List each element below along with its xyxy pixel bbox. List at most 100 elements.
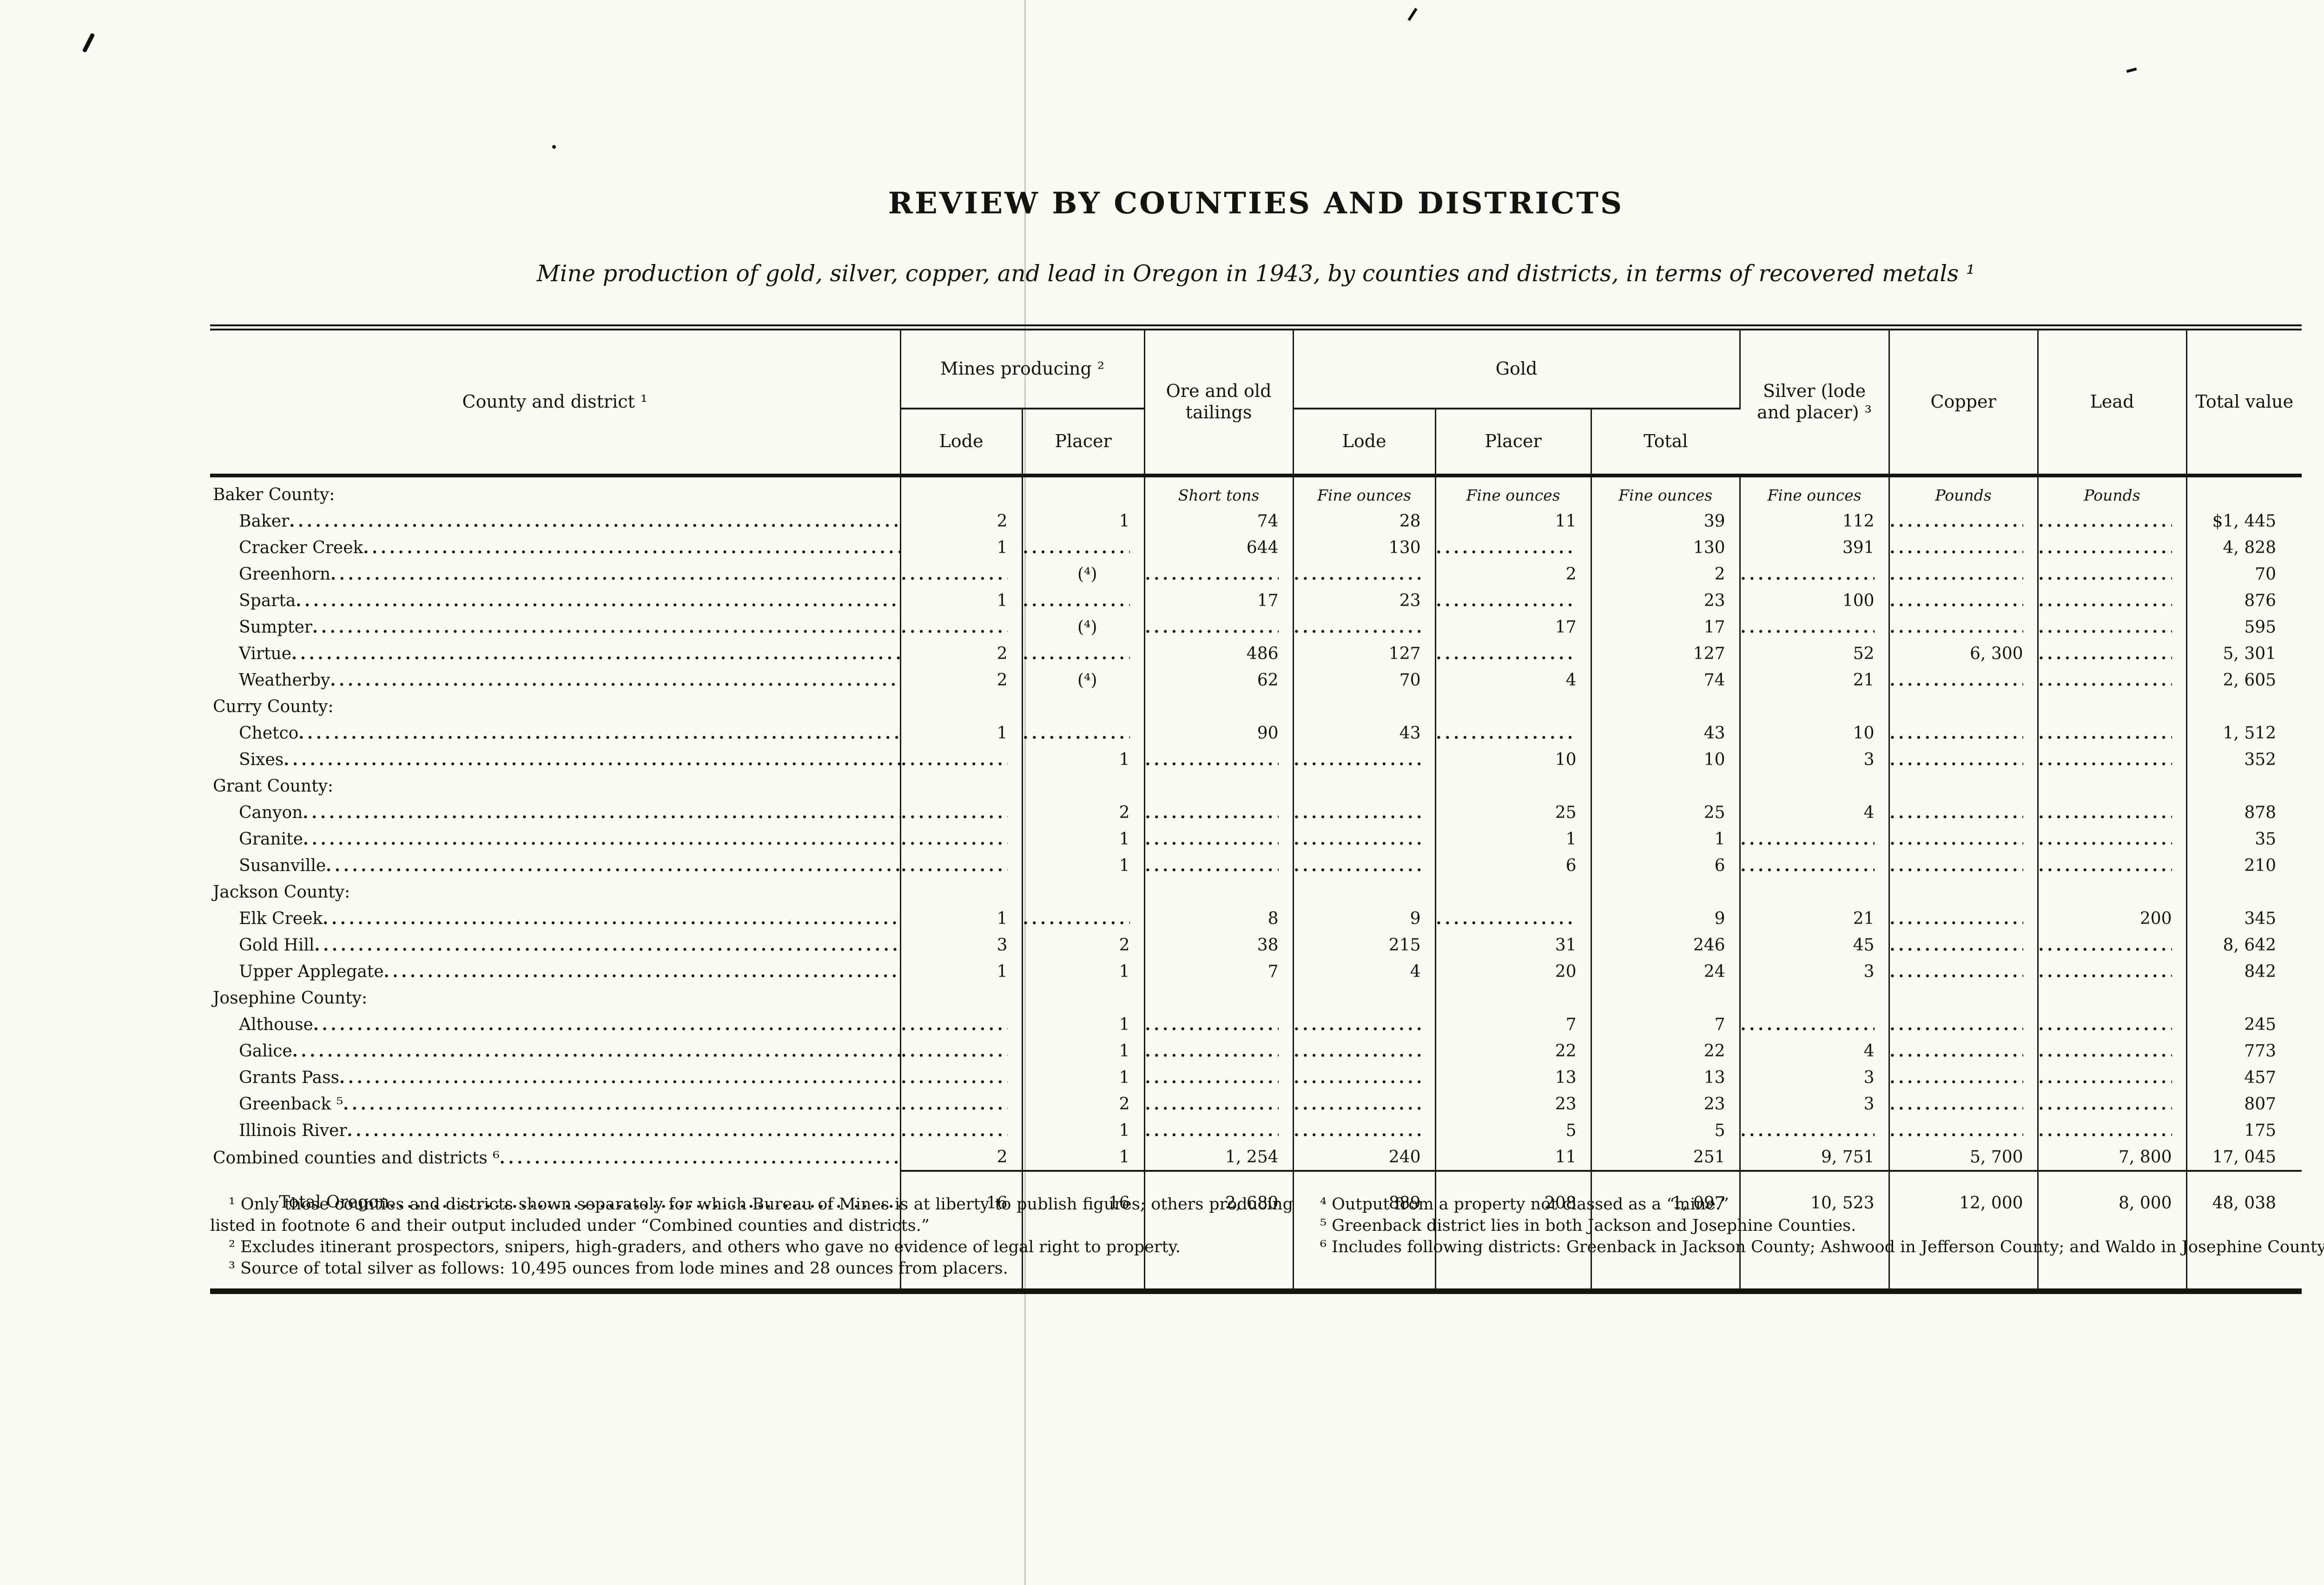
cell-lead xyxy=(2038,1011,2187,1037)
cell-total-value xyxy=(2186,476,2302,508)
cell-ore xyxy=(1144,826,1294,852)
leader-dots xyxy=(901,618,1008,637)
cell-total-value xyxy=(2186,773,2302,799)
cell-gold-placer: 2 xyxy=(1435,561,1592,587)
cell-mines-placer: 1 xyxy=(1022,1037,1145,1064)
cell-gold-lode xyxy=(1293,1011,1436,1037)
leader-dots xyxy=(1294,751,1421,769)
cell-gold-placer xyxy=(1435,878,1592,905)
cell-copper: 6, 300 xyxy=(1889,640,2039,667)
row-label-text: Josephine County: xyxy=(213,989,368,1008)
leader-dots xyxy=(1741,618,1875,637)
cell-gold-total: 17 xyxy=(1591,614,1741,640)
cell-lead xyxy=(2038,852,2187,878)
row-label: Susanville xyxy=(210,852,901,878)
cell-total-value: 773 xyxy=(2244,1042,2277,1061)
cell-copper xyxy=(1889,693,2039,720)
cell-gold-placer: 10 xyxy=(1435,746,1592,773)
cell-copper xyxy=(1889,1117,2039,1143)
col-ore-and-old-tailings: Ore and old tailings xyxy=(1144,330,1294,477)
cell-gold-lode xyxy=(1293,799,1436,826)
table-row: Upper Applegate117420243842 xyxy=(210,958,2302,984)
table-row: Chetco1904343101, 512 xyxy=(210,720,2302,746)
leader-dots xyxy=(2039,804,2172,822)
col-mines-placer: Placer xyxy=(1022,409,1145,477)
cell-copper xyxy=(1889,587,2039,614)
row-label: Sumpter xyxy=(210,614,901,640)
cell-mines-lode: 2 xyxy=(900,667,1023,693)
leader-dots xyxy=(1145,1122,1279,1140)
cell-total-value: 807 xyxy=(2244,1095,2277,1114)
cell-lead xyxy=(2038,640,2187,667)
cell-gold-lode: 70 xyxy=(1293,667,1436,693)
leader-dots xyxy=(1436,592,1577,610)
leader-dots xyxy=(2039,936,2172,955)
cell-mines-placer: 1 xyxy=(1022,508,1145,534)
cell-gold-placer xyxy=(1435,534,1592,561)
cell-total-value: 352 xyxy=(2244,750,2277,769)
cell-gold-lode xyxy=(1293,1117,1436,1143)
cell-ore xyxy=(1144,878,1294,905)
leader-dots xyxy=(901,1095,1008,1114)
cell-mines-lode: 16 xyxy=(900,1170,1023,1291)
row-label: Canyon xyxy=(210,799,901,826)
cell-gold-placer: 208 xyxy=(1435,1170,1592,1291)
row-label-text: Althouse xyxy=(239,1015,313,1034)
cell-gold-lode xyxy=(1293,878,1436,905)
cell-lead: 8, 000 xyxy=(2038,1170,2187,1291)
cell-lead xyxy=(2038,720,2187,746)
cell-lead: Pounds xyxy=(2038,476,2187,508)
cell-ore: 7 xyxy=(1144,958,1294,984)
cell-silver: 10, 523 xyxy=(1740,1170,1890,1291)
leader-dots xyxy=(363,539,899,557)
footnote: ⁵ Greenback district lies in both Jackso… xyxy=(1320,1216,1856,1235)
table-row: Grant County: xyxy=(210,773,2302,799)
leader-dots xyxy=(1294,1069,1421,1087)
row-label-text: Gold Hill xyxy=(239,936,315,955)
cell-gold-total xyxy=(1591,984,1741,1011)
cell-copper: 12, 000 xyxy=(1889,1170,2039,1291)
cell-lead xyxy=(2038,1064,2187,1090)
table-row: Granite11135 xyxy=(210,826,2302,852)
leader-dots xyxy=(1145,857,1279,875)
cell-mines-placer xyxy=(1022,773,1145,799)
cell-copper xyxy=(1889,773,2039,799)
row-label: Cracker Creek xyxy=(210,534,901,561)
leader-dots xyxy=(500,1149,900,1168)
leader-dots xyxy=(2039,1122,2172,1140)
cell-mines-placer: (⁴) xyxy=(1022,561,1145,587)
cell-total-value: 245 xyxy=(2244,1015,2277,1034)
cell-mines-lode xyxy=(900,1117,1023,1143)
cell-ore xyxy=(1144,852,1294,878)
row-label: Sparta xyxy=(210,587,901,614)
row-label-text: Cracker Creek xyxy=(239,538,363,557)
cell-copper xyxy=(1889,1011,2039,1037)
col-mines-producing: Mines producing ² xyxy=(900,330,1145,409)
cell-silver: 112 xyxy=(1740,508,1890,534)
cell-silver: Fine ounces xyxy=(1740,476,1890,508)
cell-ore: 8 xyxy=(1144,905,1294,931)
cell-mines-placer: (⁴) xyxy=(1022,614,1145,640)
cell-mines-lode: 2 xyxy=(900,1143,1023,1171)
cell-gold-total: 39 xyxy=(1591,508,1741,534)
cell-ore xyxy=(1144,799,1294,826)
leader-dots xyxy=(312,618,899,637)
cell-mines-lode: 1 xyxy=(900,534,1023,561)
cell-gold-lode: 215 xyxy=(1293,931,1436,958)
cell-ore xyxy=(1144,984,1294,1011)
leader-dots xyxy=(284,751,899,769)
leader-dots xyxy=(314,936,899,955)
table-row: Galice122224773 xyxy=(210,1037,2302,1064)
production-table: County and district ¹ Mines producing ² … xyxy=(210,324,2302,1294)
leader-dots xyxy=(1890,1069,2023,1087)
cell-ore: 2, 680 xyxy=(1144,1170,1294,1291)
cell-total-value: 876 xyxy=(2244,591,2277,610)
leader-dots xyxy=(1145,618,1279,637)
cell-mines-lode: 1 xyxy=(900,958,1023,984)
page-title: REVIEW BY COUNTIES AND DISTRICTS xyxy=(888,186,1624,221)
cell-mines-placer xyxy=(1022,640,1145,667)
row-label-text: Baker County: xyxy=(213,485,335,504)
cell-gold-lode xyxy=(1293,693,1436,720)
cell-copper xyxy=(1889,852,2039,878)
